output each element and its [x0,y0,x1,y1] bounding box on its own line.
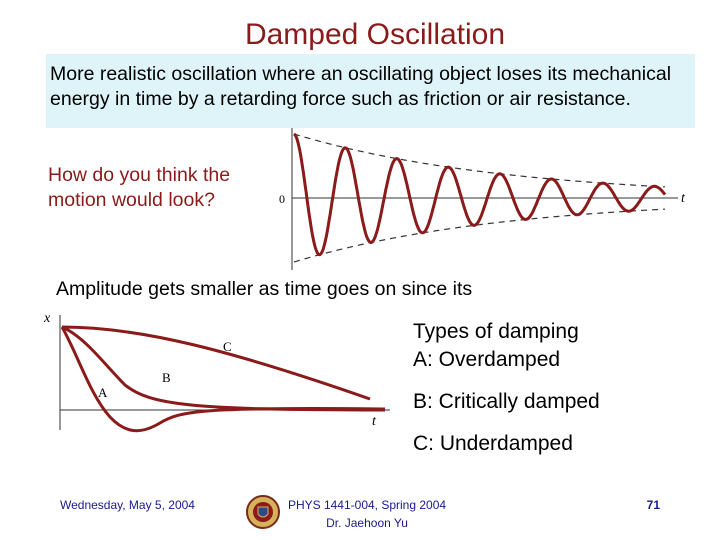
curve-a-label: A [98,385,108,400]
damping-types-list: Types of damping A: Overdamped B: Critic… [413,318,613,488]
curve-a [60,326,386,433]
x-axis-label: x [43,311,51,326]
slide-title: Damped Oscillation [244,18,506,51]
upper-envelope [293,133,666,188]
lower-envelope [293,208,666,263]
type-critically-damped: B: Critically damped [413,390,600,413]
footer-course: PHYS 1441-004, Spring 2004 Dr. Jaehoon Y… [272,496,462,532]
type-underdamped: C: Underdamped [413,432,573,455]
t-axis-label: t [681,191,686,206]
curve-c [61,325,371,401]
types-heading: Types of damping [413,320,579,343]
university-seal-icon [246,495,280,529]
page-number: 71 [646,498,660,512]
damped-oscillation-graph: 0 t [279,120,686,270]
damping-types-graph: x t A B C [43,311,390,433]
intro-text: More realistic oscillation where an osci… [46,54,695,128]
curve-b-label: B [162,370,171,385]
instructor-name: Dr. Jaehoon Yu [326,516,408,530]
course-name: PHYS 1441-004, Spring 2004 [287,498,447,512]
time-axis-label: t [372,414,377,429]
question-text: How do you think the motion would look? [48,164,231,211]
footer-date: Wednesday, May 5, 2004 [60,498,195,512]
damped-wave-curve [293,132,667,257]
amplitude-note: Amplitude gets smaller as time goes on s… [56,278,473,300]
zero-label: 0 [279,192,285,206]
type-overdamped: A: Overdamped [413,348,561,371]
curve-c-label: C [223,339,232,354]
